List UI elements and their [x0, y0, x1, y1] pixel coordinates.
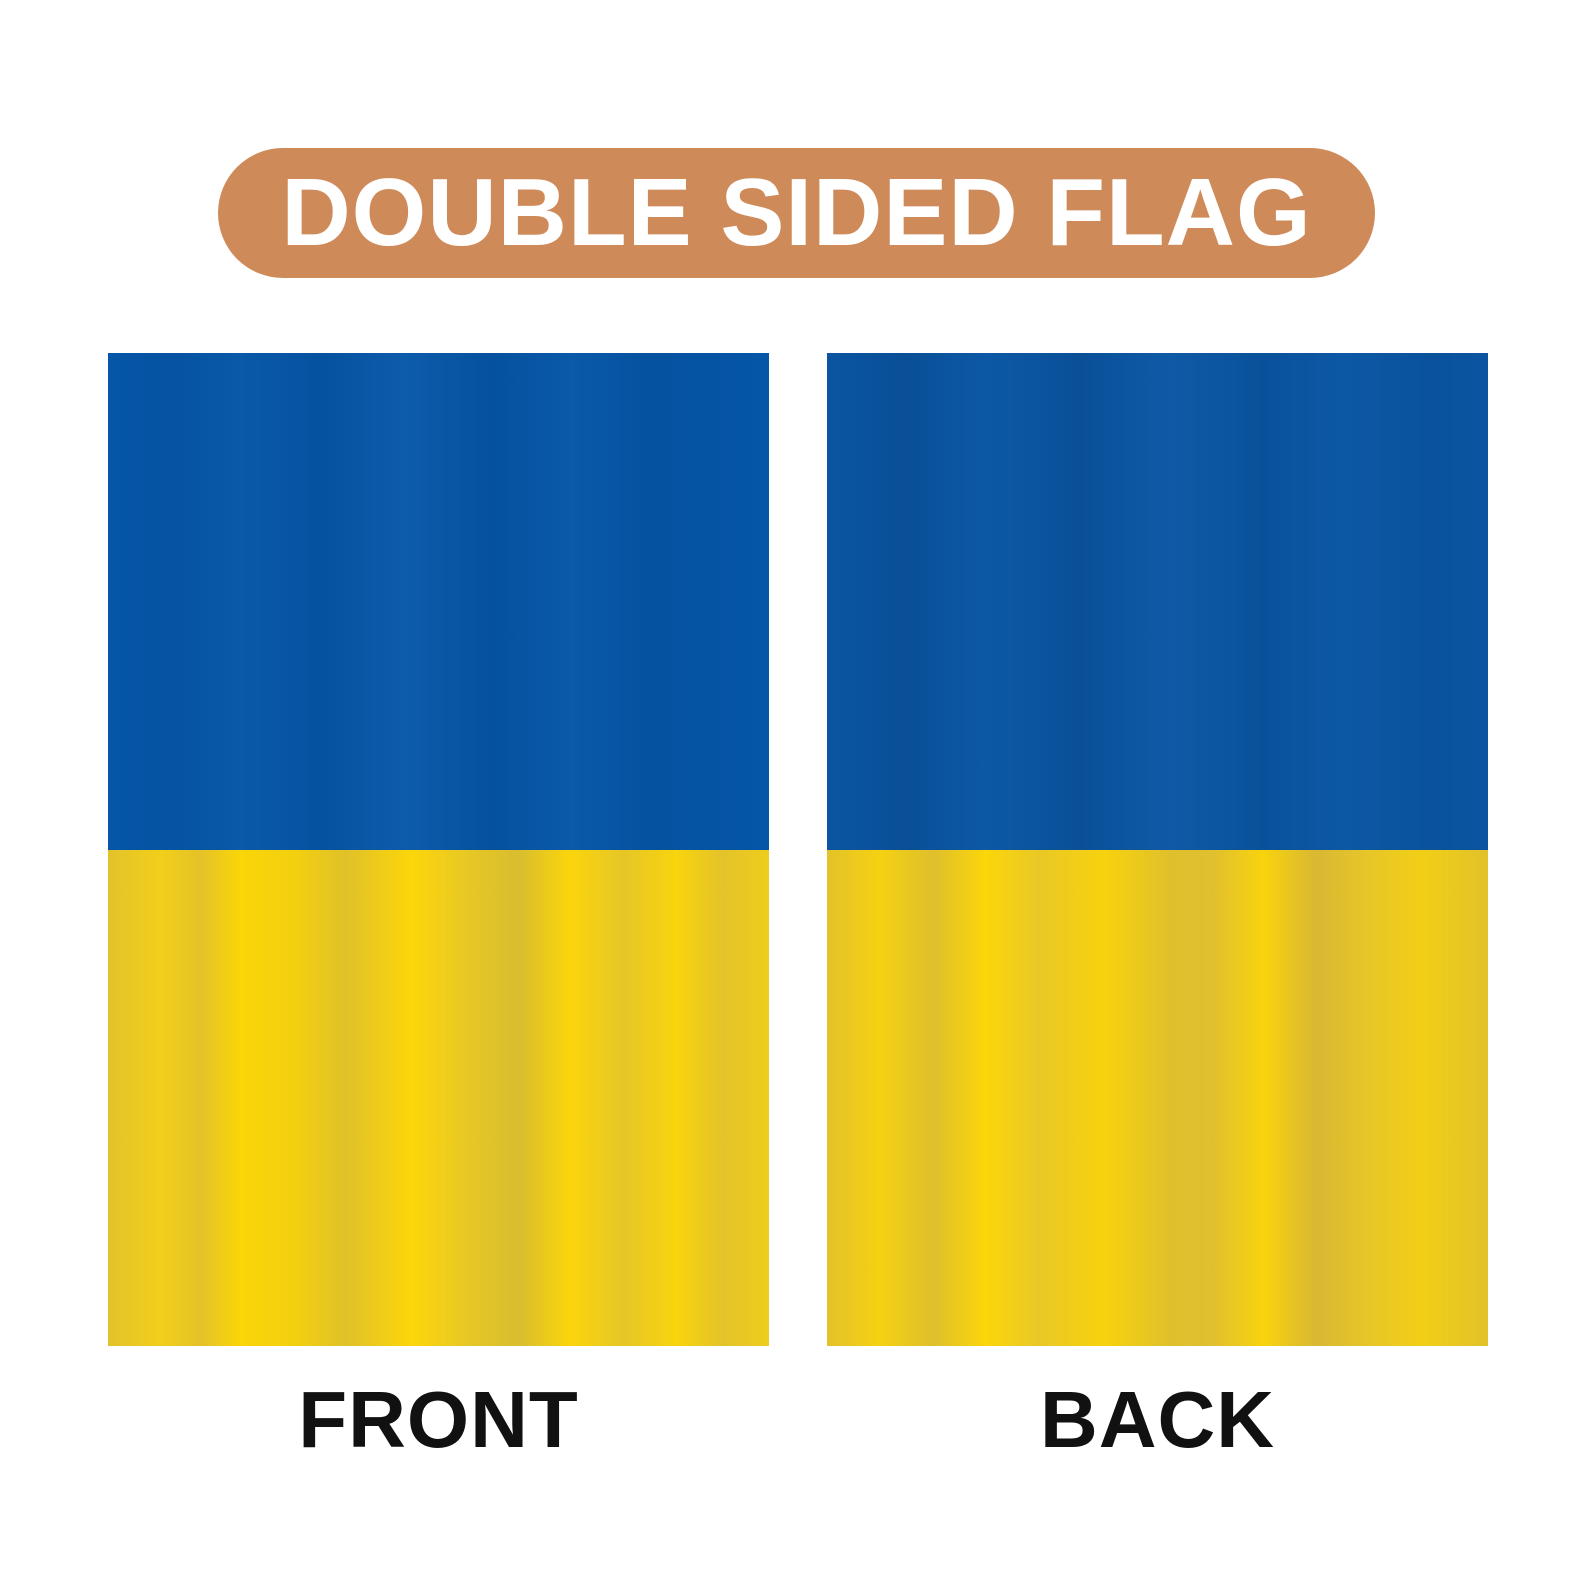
title-banner: DOUBLE SIDED FLAG: [218, 148, 1375, 278]
back-flag-yellow-stripe: [827, 850, 1488, 1346]
front-flag-blue-stripe: [108, 353, 769, 850]
title-text: DOUBLE SIDED FLAG: [281, 159, 1312, 266]
back-flag-blue-stripe: [827, 353, 1488, 850]
back-flag-image: [827, 353, 1488, 1346]
back-label: BACK: [1039, 1375, 1276, 1464]
front-flag-yellow-stripe: [108, 850, 769, 1346]
front-label: FRONT: [298, 1375, 579, 1464]
front-flag-image: [108, 353, 769, 1346]
